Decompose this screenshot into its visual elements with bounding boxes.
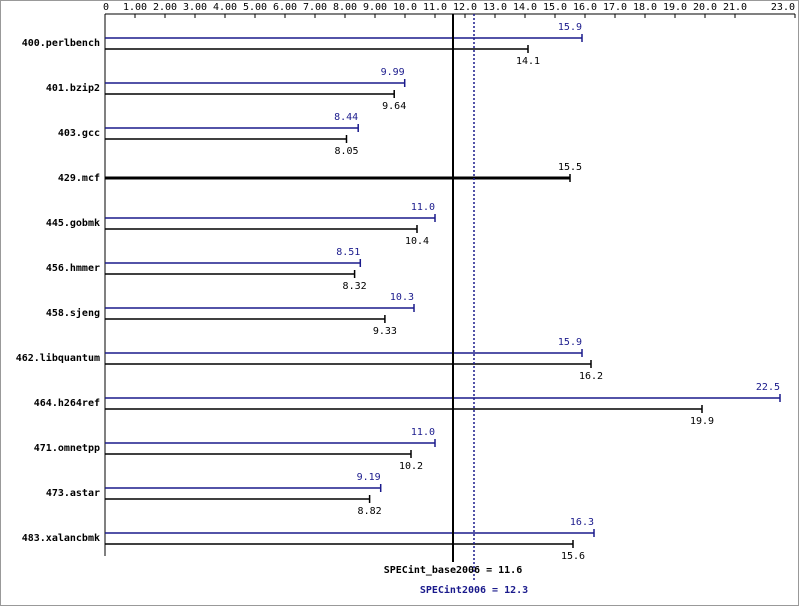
- value-label: 8.05: [334, 146, 358, 157]
- x-tick-label: 20.0: [693, 2, 717, 13]
- value-label: 16.3: [570, 517, 594, 528]
- reference-label: SPECint2006 = 12.3: [420, 584, 528, 596]
- category-label: 401.bzip2: [46, 82, 100, 94]
- category-label: 403.gcc: [58, 128, 100, 139]
- value-label: 10.2: [399, 461, 423, 472]
- x-tick-label: 21.0: [723, 2, 747, 13]
- x-tick-label: 16.0: [573, 2, 597, 13]
- value-label: 15.5: [558, 162, 582, 173]
- value-label: 11.0: [411, 202, 435, 213]
- value-label: 19.9: [690, 416, 714, 427]
- value-label: 14.1: [516, 56, 540, 67]
- x-tick-label: 0: [103, 2, 109, 13]
- x-tick-label: 18.0: [633, 2, 657, 13]
- value-label: 8.32: [343, 281, 367, 292]
- category-label: 458.sjeng: [46, 307, 100, 319]
- value-label: 10.4: [405, 236, 429, 247]
- reference-label: SPECint_base2006 = 11.6: [384, 564, 522, 576]
- category-label: 464.h264ref: [34, 398, 100, 409]
- category-label: 462.libquantum: [16, 352, 100, 364]
- x-tick-label: 6.00: [273, 2, 297, 13]
- value-label: 9.99: [381, 67, 405, 78]
- x-tick-label: 14.0: [513, 2, 537, 13]
- x-tick-label: 4.00: [213, 2, 237, 13]
- value-label: 22.5: [756, 382, 780, 393]
- x-tick-label: 17.0: [603, 2, 627, 13]
- x-tick-label: 19.0: [663, 2, 687, 13]
- x-tick-label: 5.00: [243, 2, 267, 13]
- value-label: 8.82: [358, 506, 382, 517]
- value-label: 15.9: [558, 337, 582, 348]
- value-label: 8.44: [334, 112, 358, 123]
- category-label: 400.perlbench: [22, 38, 100, 49]
- value-label: 8.51: [336, 247, 360, 258]
- category-label: 445.gobmk: [46, 218, 100, 229]
- x-tick-label: 1.00: [123, 2, 147, 13]
- x-tick-label: 2.00: [153, 2, 177, 13]
- value-label: 15.9: [558, 22, 582, 33]
- value-label: 9.33: [373, 326, 397, 337]
- value-label: 11.0: [411, 427, 435, 438]
- x-tick-label: 13.0: [483, 2, 507, 13]
- value-label: 16.2: [579, 371, 603, 382]
- x-tick-label: 11.0: [423, 2, 447, 13]
- value-label: 9.64: [382, 101, 406, 112]
- x-tick-label: 9.00: [363, 2, 387, 13]
- value-label: 9.19: [357, 472, 381, 483]
- category-label: 483.xalancbmk: [22, 533, 100, 544]
- category-label: 471.omnetpp: [34, 443, 100, 454]
- value-label: 15.6: [561, 551, 585, 562]
- category-label: 473.astar: [46, 488, 100, 499]
- x-tick-label: 12.0: [453, 2, 477, 13]
- x-tick-label: 10.0: [393, 2, 417, 13]
- x-tick-label: 7.00: [303, 2, 327, 13]
- x-tick-label: 8.00: [333, 2, 357, 13]
- category-label: 429.mcf: [58, 173, 100, 184]
- x-tick-label: 23.0: [771, 2, 795, 13]
- x-tick-label: 15.0: [543, 2, 567, 13]
- x-tick-label: 3.00: [183, 2, 207, 13]
- value-label: 10.3: [390, 292, 414, 303]
- category-label: 456.hmmer: [46, 263, 100, 274]
